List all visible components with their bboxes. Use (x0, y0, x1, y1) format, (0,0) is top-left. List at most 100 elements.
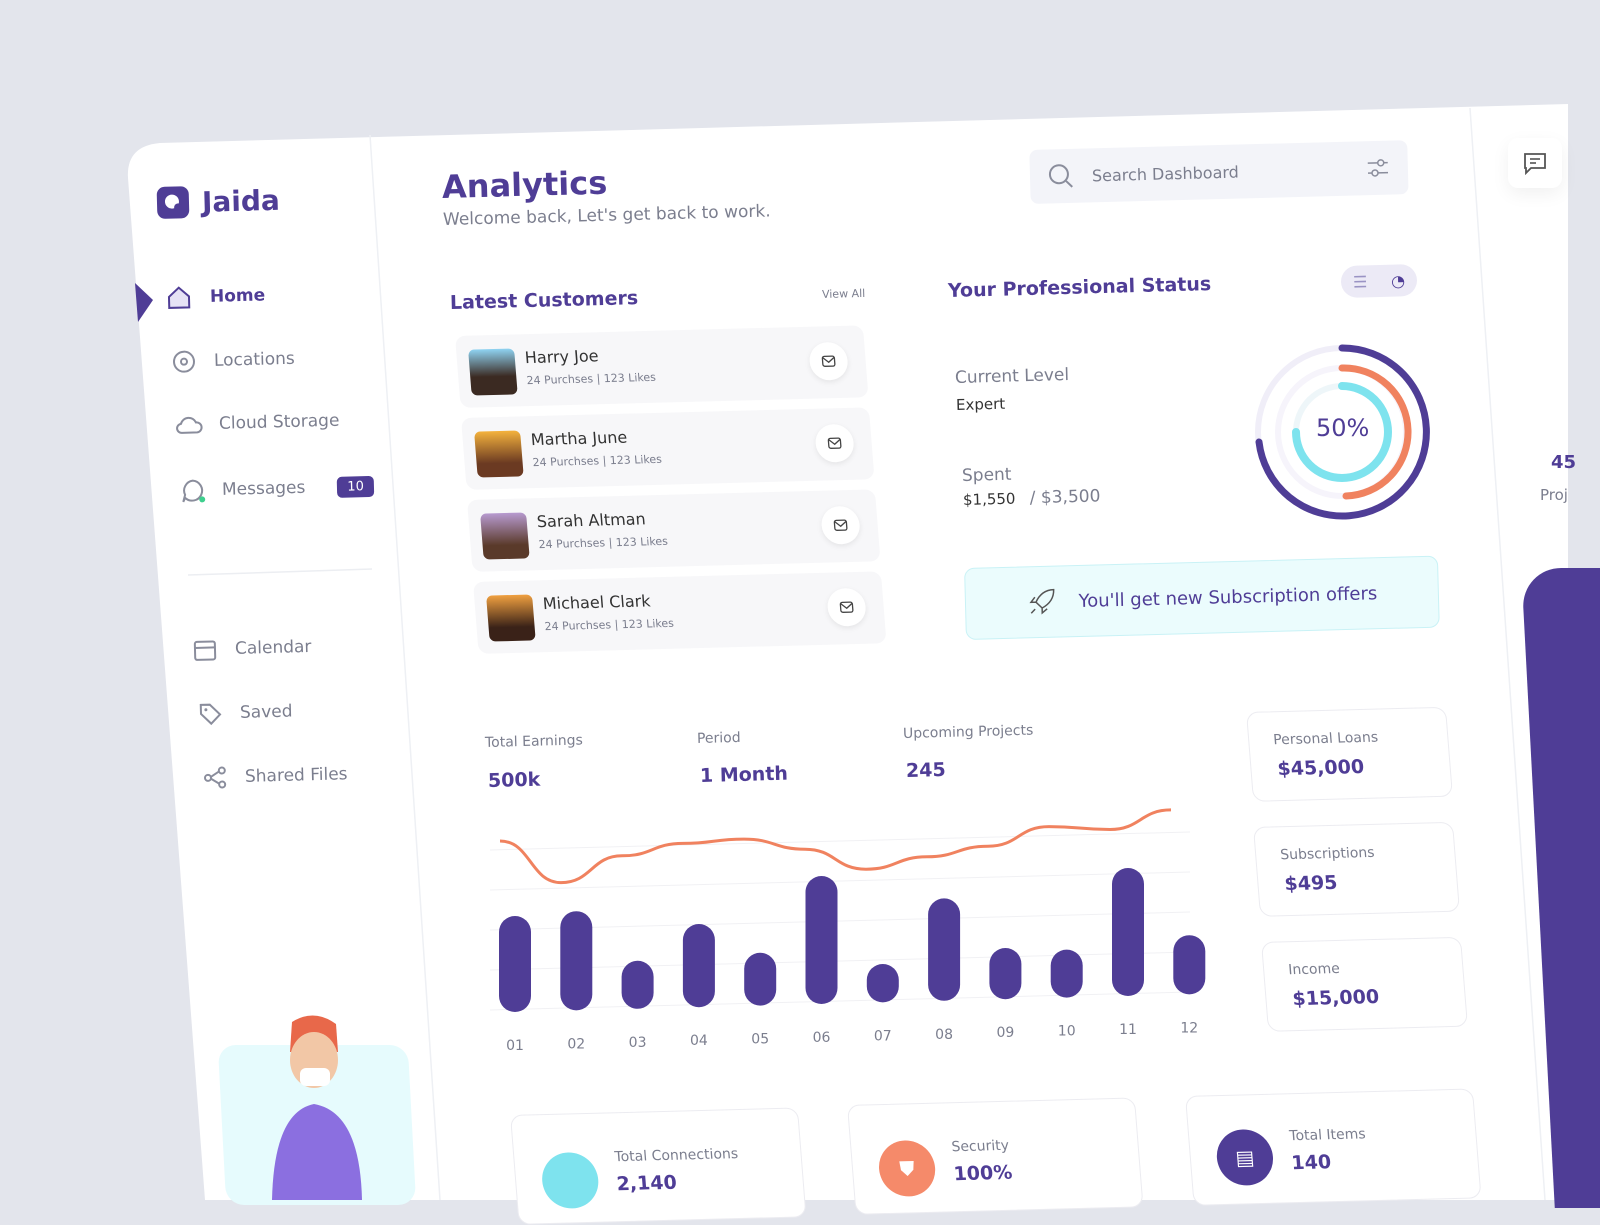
customer-row[interactable]: Harry Joe 24 Purchses | 123 Likes (455, 325, 869, 408)
search-icon (1048, 164, 1073, 188)
mail-icon (827, 437, 842, 449)
sidebar-item-saved[interactable]: Saved (198, 700, 293, 726)
customer-meta: 24 Purchses | 123 Likes (544, 616, 675, 634)
chat-button[interactable] (1508, 138, 1562, 188)
total-connections-card[interactable]: Total Connections 2,140 (510, 1107, 807, 1225)
card-label: Total Connections (613, 1146, 739, 1166)
customer-meta: 24 Purchses | 123 Likes (532, 452, 663, 470)
income-card[interactable]: Income $15,000 (1261, 936, 1469, 1032)
total-items-card[interactable]: ▤ Total Items 140 (1185, 1088, 1482, 1206)
card-value: $15,000 (1291, 985, 1380, 1011)
mail-icon (833, 519, 848, 531)
stat-label: Period (696, 729, 741, 747)
avatar (480, 512, 530, 560)
customer-row[interactable]: Michael Clark 24 Purchses | 123 Likes (473, 571, 887, 654)
list-view-icon[interactable]: ☰ (1352, 271, 1368, 292)
progress-ring (1255, 344, 1430, 520)
sidebar-item-label: Locations (213, 348, 295, 371)
stat-value: 245 (905, 758, 946, 782)
message-icon (1524, 153, 1546, 175)
user-icon (540, 1151, 601, 1210)
progress-arc (1292, 382, 1392, 482)
sidebar-item-locations[interactable]: Locations (172, 347, 295, 374)
brand-logo[interactable]: Jaida (156, 183, 281, 220)
sidebar-item-calendar[interactable]: Calendar (193, 635, 312, 662)
stat-value: 500k (487, 768, 541, 792)
card-label: Personal Loans (1272, 729, 1379, 749)
rocket-icon (1029, 588, 1055, 615)
home-icon (167, 286, 191, 309)
view-toggle[interactable]: ☰ ◔ (1340, 264, 1418, 298)
sidebar-item-home[interactable]: Home (166, 282, 266, 311)
level-value: Expert (955, 394, 1006, 414)
card-value: $495 (1283, 871, 1339, 896)
right-panel-value: 45 (1551, 452, 1577, 473)
subscription-offer-banner[interactable]: You'll get new Subscription offers (964, 555, 1440, 640)
document-icon: ▤ (1214, 1128, 1276, 1187)
sidebar-item-shared-files[interactable]: Shared Files (203, 762, 348, 790)
customer-meta: 24 Purchses | 123 Likes (538, 534, 669, 552)
customer-row[interactable]: Martha June 24 Purchses | 123 Likes (461, 407, 875, 490)
mail-icon (821, 355, 836, 367)
customer-meta: 24 Purchses | 123 Likes (526, 370, 657, 388)
filter-icon[interactable] (1366, 156, 1391, 181)
card-value: 140 (1290, 1151, 1332, 1175)
progress-percent: 50% (1316, 414, 1370, 442)
customer-row[interactable]: Sarah Altman 24 Purchses | 123 Likes (467, 489, 881, 572)
right-panel-label: Proj (1540, 486, 1568, 504)
security-card[interactable]: ⛊ Security 100% (847, 1097, 1144, 1215)
sidebar-item-label: Cloud Storage (218, 410, 340, 434)
search-input[interactable]: Search Dashboard (1029, 140, 1409, 204)
offer-text: You'll get new Subscription offers (1078, 582, 1378, 612)
sidebar-item-label: Shared Files (244, 764, 348, 787)
card-label: Total Items (1288, 1126, 1367, 1145)
stat-label: Upcoming Projects (902, 722, 1034, 742)
search-placeholder: Search Dashboard (1091, 162, 1240, 185)
mail-button[interactable] (814, 423, 856, 463)
sidebar-item-label: Saved (239, 701, 293, 723)
compass-icon (172, 350, 195, 373)
level-label: Current Level (954, 365, 1070, 388)
brand-name: Jaida (201, 183, 281, 219)
card-value: 2,140 (615, 1171, 678, 1196)
customer-name: Martha June (530, 427, 628, 450)
customer-name: Sarah Altman (536, 509, 647, 532)
mail-icon (839, 601, 854, 613)
messages-badge: 10 (337, 475, 375, 498)
page-title: Analytics (441, 163, 608, 206)
chart-view-icon[interactable]: ◔ (1390, 270, 1406, 291)
chat-icon (182, 479, 206, 503)
tag-icon (199, 703, 222, 726)
spent-label: Spent (961, 464, 1012, 486)
sidebar-item-label: Messages (221, 477, 306, 500)
card-value: 100% (952, 1161, 1014, 1186)
sidebar-item-messages[interactable]: Messages 10 (180, 473, 375, 504)
logo-icon (156, 186, 190, 219)
calendar-icon (193, 640, 217, 661)
personal-loans-card[interactable]: Personal Loans $45,000 (1246, 706, 1454, 802)
customer-name: Harry Joe (524, 346, 600, 368)
avatar (474, 430, 524, 478)
customer-name: Michael Clark (542, 591, 652, 614)
card-label: Income (1287, 960, 1341, 979)
sidebar-item-label: Home (209, 285, 266, 307)
mail-button[interactable] (826, 587, 868, 627)
card-label: Subscriptions (1279, 844, 1376, 864)
view-all-link[interactable]: View All (821, 286, 866, 301)
shield-icon: ⛊ (876, 1139, 938, 1198)
stat-label: Total Earnings (484, 732, 584, 751)
person-illustration (272, 1015, 362, 1200)
mail-button[interactable] (808, 341, 850, 381)
mail-button[interactable] (820, 505, 862, 545)
cloud-icon (176, 416, 203, 434)
avatar (468, 348, 518, 396)
sidebar-item-cloud-storage[interactable]: Cloud Storage (175, 410, 340, 436)
stat-value: 1 Month (699, 762, 789, 787)
sidebar-item-label: Calendar (234, 636, 312, 659)
card-label: Security (950, 1137, 1010, 1156)
card-value: $45,000 (1276, 755, 1365, 781)
spent-value: $1,550 / $3,500 (962, 486, 1101, 509)
share-icon (203, 766, 227, 789)
subscriptions-card[interactable]: Subscriptions $495 (1253, 821, 1461, 917)
avatar (486, 594, 536, 642)
